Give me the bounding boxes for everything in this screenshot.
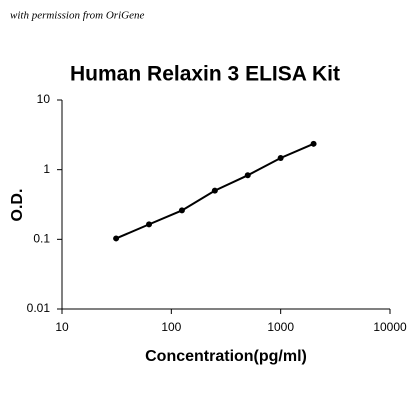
- x-tick-label: 1000: [267, 320, 294, 334]
- marker: [178, 207, 185, 214]
- y-tick-label: 0.1: [33, 232, 50, 246]
- marker: [244, 172, 251, 179]
- marker: [113, 235, 120, 242]
- marker: [310, 140, 317, 147]
- x-tick-label: 10000: [373, 320, 407, 334]
- y-tick-label: 10: [37, 92, 51, 106]
- watermark: with permission from OriGene: [10, 10, 144, 22]
- y-tick-label: 0.01: [27, 301, 51, 315]
- marker: [277, 155, 284, 162]
- x-axis-label: Concentration(pg/ml): [145, 348, 307, 365]
- chart-title: Human Relaxin 3 ELISA Kit: [70, 63, 340, 86]
- y-axis-label: O.D.: [9, 189, 26, 222]
- y-tick-label: 1: [43, 162, 50, 176]
- x-tick-label: 10: [55, 320, 69, 334]
- marker: [146, 221, 153, 228]
- marker: [211, 187, 218, 194]
- x-tick-label: 100: [161, 320, 181, 334]
